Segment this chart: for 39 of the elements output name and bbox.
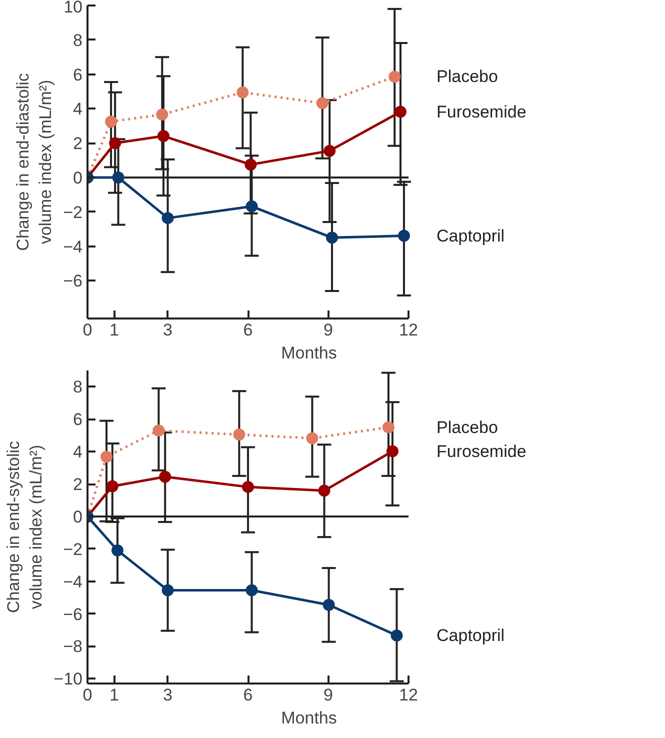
y-tick-label: 8 [73, 30, 83, 50]
x-tick-label: 3 [163, 686, 172, 704]
y-tick-label: −2 [63, 202, 83, 222]
y-tick-label: 0 [73, 507, 83, 526]
x-tick-label: 9 [324, 320, 333, 340]
y-tick-label: −6 [63, 604, 83, 624]
series-label: Furosemide [436, 102, 526, 122]
x-axis-title: Months [281, 344, 337, 362]
x-tick-label: 1 [110, 320, 119, 340]
x-tick-label: 6 [243, 320, 253, 340]
y-tick-label: 2 [73, 475, 83, 494]
x-tick-label: 12 [399, 686, 418, 704]
y-tick-label: 6 [73, 410, 83, 430]
y-tick-label: −6 [63, 272, 83, 291]
y-axis-title: Change in end-diastolic volume index (mL/m²) [13, 72, 56, 251]
x-tick-label: 12 [399, 320, 418, 340]
x-tick-label: 3 [163, 320, 172, 340]
y-tick-label: −4 [63, 237, 83, 256]
text: Captopril [436, 626, 505, 645]
x-tick-label: 9 [324, 686, 333, 704]
y-tick-label: −8 [63, 637, 83, 656]
x-tick-label: 1 [110, 686, 119, 704]
y-tick-label: −4 [63, 572, 83, 592]
y-axis-title: Change in end-systolic volume index (mL/m²) [4, 440, 46, 613]
y-tick-label: 10 [64, 0, 83, 16]
text: Furosemide [436, 442, 526, 461]
y-tick-label: 2 [73, 134, 83, 154]
y-tick-label: −2 [63, 540, 83, 559]
y-tick-label: 4 [73, 442, 83, 462]
y-tick-label: 0 [73, 168, 83, 188]
text: Placebo [436, 418, 498, 437]
y-tick-label: 8 [73, 378, 83, 397]
y-tick-label: −10 [54, 670, 83, 689]
y-tick-label: 4 [73, 100, 83, 119]
y-tick-label: 6 [73, 65, 83, 84]
text: Placebo [436, 67, 498, 86]
series-label: Captopril [436, 226, 505, 246]
x-tick-label: 6 [243, 686, 253, 704]
x-axis-title: Months [281, 708, 337, 728]
